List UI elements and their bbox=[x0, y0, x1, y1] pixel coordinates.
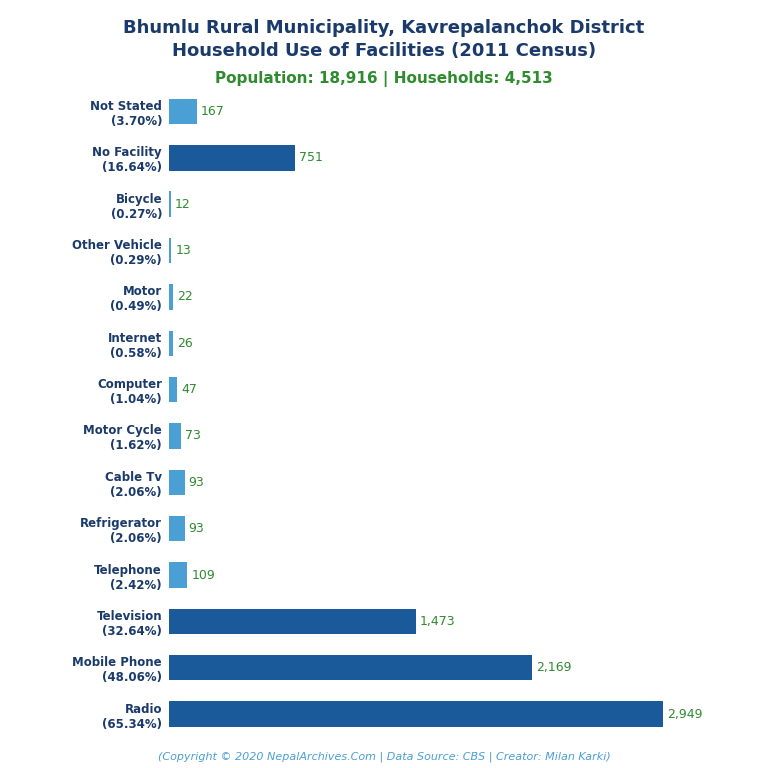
Bar bbox=[169, 423, 181, 449]
Text: 2,169: 2,169 bbox=[537, 661, 572, 674]
Bar bbox=[169, 655, 532, 680]
Bar bbox=[169, 516, 184, 541]
Bar bbox=[169, 377, 177, 402]
Text: 47: 47 bbox=[181, 383, 197, 396]
Bar bbox=[169, 562, 187, 588]
Bar bbox=[169, 609, 415, 634]
Text: 22: 22 bbox=[177, 290, 193, 303]
Text: 13: 13 bbox=[175, 244, 191, 257]
Bar bbox=[169, 469, 184, 495]
Bar bbox=[169, 330, 174, 356]
Text: 1,473: 1,473 bbox=[420, 615, 455, 628]
Text: Population: 18,916 | Households: 4,513: Population: 18,916 | Households: 4,513 bbox=[215, 71, 553, 87]
Bar bbox=[169, 284, 173, 310]
Bar bbox=[169, 99, 197, 124]
Text: 93: 93 bbox=[189, 522, 204, 535]
Text: (Copyright © 2020 NepalArchives.Com | Data Source: CBS | Creator: Milan Karki): (Copyright © 2020 NepalArchives.Com | Da… bbox=[157, 751, 611, 762]
Text: 109: 109 bbox=[191, 568, 215, 581]
Bar bbox=[169, 191, 171, 217]
Text: 2,949: 2,949 bbox=[667, 707, 703, 720]
Text: Bhumlu Rural Municipality, Kavrepalanchok District: Bhumlu Rural Municipality, Kavrepalancho… bbox=[124, 19, 644, 37]
Text: 93: 93 bbox=[189, 476, 204, 488]
Text: 73: 73 bbox=[185, 429, 201, 442]
Bar bbox=[169, 145, 295, 170]
Text: Household Use of Facilities (2011 Census): Household Use of Facilities (2011 Census… bbox=[172, 42, 596, 60]
Text: 167: 167 bbox=[201, 105, 225, 118]
Text: 751: 751 bbox=[299, 151, 323, 164]
Bar bbox=[169, 238, 171, 263]
Text: 26: 26 bbox=[177, 337, 194, 349]
Bar bbox=[169, 701, 663, 727]
Text: 12: 12 bbox=[175, 197, 191, 210]
